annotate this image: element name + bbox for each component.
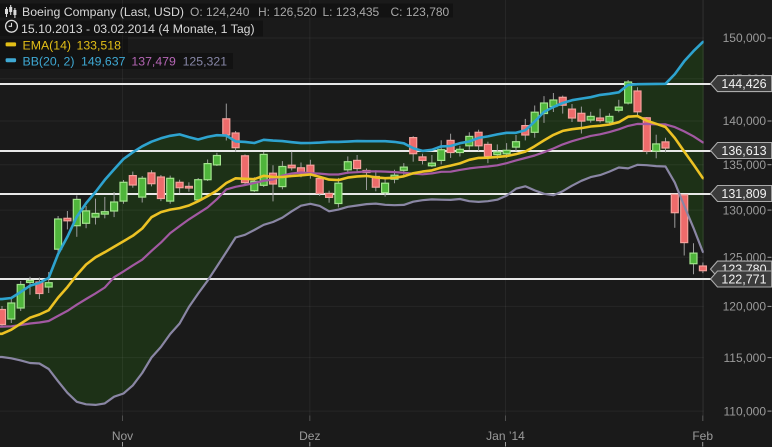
svg-text:125,321: 125,321 (183, 55, 228, 69)
svg-text:122,771: 122,771 (721, 272, 766, 286)
svg-text:BB(20, 2): BB(20, 2) (23, 55, 75, 69)
svg-text:149,637: 149,637 (81, 55, 126, 69)
svg-text:137,479: 137,479 (131, 55, 176, 69)
svg-text:110,000: 110,000 (724, 404, 767, 418)
svg-text:Jan ’14: Jan ’14 (486, 429, 525, 443)
svg-text:Dez: Dez (299, 429, 320, 443)
svg-text:C: 123,780: C: 123,780 (391, 5, 450, 19)
svg-text:144,426: 144,426 (721, 77, 766, 91)
svg-text:133,518: 133,518 (77, 39, 122, 53)
svg-text:L: 123,435: L: 123,435 (323, 5, 380, 19)
svg-text:Nov: Nov (112, 429, 133, 443)
svg-text:115,000: 115,000 (724, 351, 767, 365)
svg-text:120,000: 120,000 (723, 300, 767, 314)
svg-text:EMA(14): EMA(14) (23, 39, 72, 53)
svg-text:Feb: Feb (692, 429, 713, 443)
svg-text:15.10.2013 - 03.02.2014 (4 Mon: 15.10.2013 - 03.02.2014 (4 Monate, 1 Tag… (21, 22, 255, 36)
svg-text:Boeing Company (Last, USD): Boeing Company (Last, USD) (22, 5, 184, 19)
svg-text:131,809: 131,809 (721, 187, 766, 201)
svg-text:O: 124,240: O: 124,240 (190, 5, 250, 19)
svg-text:150,000: 150,000 (723, 31, 767, 45)
svg-text:135,000: 135,000 (723, 158, 767, 172)
svg-text:136,613: 136,613 (721, 144, 766, 158)
svg-text:H: 126,520: H: 126,520 (258, 5, 317, 19)
svg-text:140,000: 140,000 (723, 114, 767, 128)
svg-text:130,000: 130,000 (723, 203, 767, 217)
